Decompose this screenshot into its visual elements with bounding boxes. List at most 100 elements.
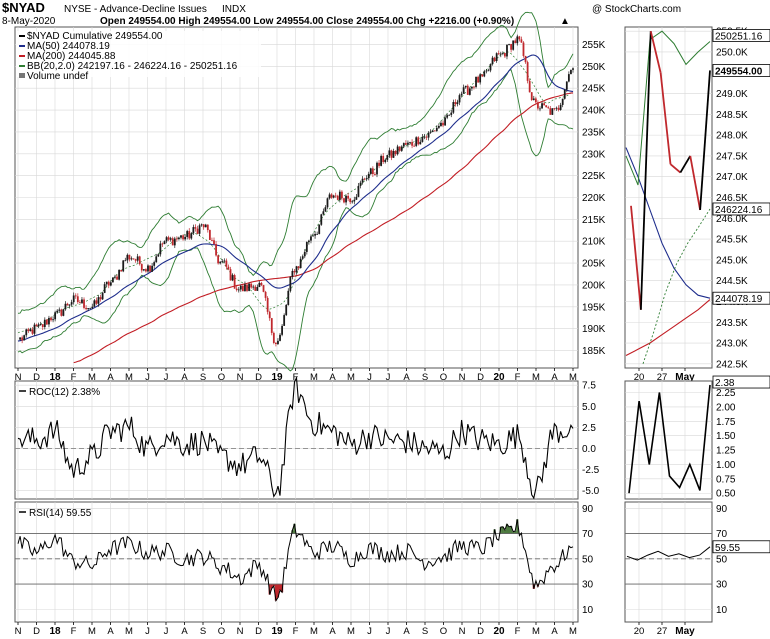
price-candle — [138, 256, 141, 265]
price-candle — [85, 307, 87, 310]
price-x-tick-label: N — [237, 372, 244, 383]
ma50-line — [17, 54, 574, 342]
flag-close: 249554.00 — [715, 66, 763, 77]
legend-ma50: MA(50) 244078.19 — [27, 41, 110, 52]
price-candle — [369, 168, 372, 174]
rsi-x-tick-label: M — [125, 626, 133, 637]
roc-y-tick-label: 0.0 — [582, 444, 596, 455]
price-candle — [390, 150, 393, 158]
price-candle — [140, 264, 143, 271]
price-candle — [543, 103, 546, 106]
price-candle — [371, 168, 374, 175]
price-candle — [157, 254, 160, 257]
price-candle — [318, 224, 321, 234]
rsi-x-tick-label: D — [255, 626, 262, 637]
price-candle — [124, 260, 127, 262]
watermark: @ StockCharts.com — [592, 4, 681, 15]
price-candle — [21, 337, 24, 341]
rsi-x-tick-label: J — [145, 626, 150, 637]
price-candle — [274, 342, 277, 344]
price-candle — [68, 304, 71, 306]
price-candle — [219, 261, 222, 264]
price-candle — [246, 284, 248, 291]
price-candle — [64, 303, 67, 310]
price-candle — [499, 53, 502, 55]
price-candle — [485, 70, 488, 72]
price-candle — [66, 303, 69, 306]
rsi-x-tick-label: 19 — [271, 626, 283, 637]
price-candle — [495, 53, 498, 62]
roc-frame — [14, 380, 579, 500]
rsi-x-tick-label: 20 — [493, 626, 505, 637]
price-candle — [357, 185, 360, 197]
price-candle — [25, 329, 28, 336]
rsi-x-tick-label: A — [329, 626, 336, 637]
price-candle — [559, 104, 562, 110]
price-candle — [359, 182, 362, 186]
rsi-x-tick-label: M — [310, 626, 318, 637]
price-candle — [427, 132, 430, 138]
roc-zoom-y-tick-label: 1.00 — [716, 460, 736, 471]
price-candle — [283, 315, 286, 326]
price-candle — [37, 324, 40, 327]
zoom-price-segment — [659, 72, 672, 165]
price-x-tick-label: N — [15, 372, 22, 383]
price-candle — [493, 57, 496, 62]
price-x-tick-label: 20 — [493, 372, 505, 383]
roc-zoom-y-tick-label: 1.50 — [716, 431, 736, 442]
price-candle — [235, 288, 238, 291]
price-candle — [266, 297, 269, 312]
price-candle — [184, 236, 187, 240]
price-candle — [270, 318, 273, 333]
legend-volume: Volume undef — [27, 71, 88, 82]
price-zoom-y-tick-label: 243.0K — [716, 339, 748, 350]
price-candle — [169, 238, 172, 240]
price-candle — [196, 228, 199, 234]
price-candle — [328, 194, 331, 199]
price-candle — [200, 224, 203, 226]
price-candle — [167, 237, 170, 240]
price-candle — [365, 178, 368, 180]
price-candle — [301, 256, 304, 259]
price-candle — [97, 297, 100, 304]
price-candle — [528, 80, 531, 93]
price-candle — [547, 107, 550, 109]
price-candle — [555, 107, 558, 109]
price-candle — [512, 40, 515, 50]
price-x-tick-label: 19 — [271, 372, 283, 383]
price-candle — [400, 146, 403, 151]
flag-roc: 2.38 — [715, 378, 735, 389]
price-candle — [227, 266, 230, 270]
price-candle — [175, 238, 178, 240]
price-candle — [541, 103, 543, 109]
price-candle — [570, 69, 572, 75]
price-zoom-y-tick-label: 248.0K — [716, 131, 748, 142]
price-y-tick-label: 240K — [582, 106, 606, 117]
bollinger-lower-line — [17, 69, 574, 372]
price-x-tick-label: M — [125, 372, 133, 383]
price-candle — [440, 122, 442, 126]
rsi-x-tick-label: A — [403, 626, 410, 637]
roc-zoom-y-tick-label: 1.25 — [716, 446, 736, 457]
price-x-tick-label: A — [403, 372, 410, 383]
rsi-x-tick-label: F — [515, 626, 521, 637]
price-candle — [180, 235, 182, 238]
price-x-tick-label: M — [347, 372, 355, 383]
price-candle — [501, 53, 504, 54]
chart-date: 8-May-2020 — [2, 16, 56, 27]
price-zoom-y-tick-label: 249.0K — [716, 89, 748, 100]
rsi-x-tick-label: A — [181, 626, 188, 637]
price-x-tick-label: J — [386, 372, 391, 383]
price-candle — [351, 201, 354, 203]
price-candle — [386, 155, 389, 160]
price-candle — [522, 42, 525, 56]
price-candle — [52, 319, 54, 321]
rsi-y-tick-label: 10 — [582, 605, 594, 616]
price-candle — [338, 191, 341, 200]
price-y-tick-label: 200K — [582, 280, 606, 291]
price-candle — [155, 256, 158, 263]
price-candle — [388, 150, 391, 156]
price-candle — [442, 122, 444, 126]
price-candle — [444, 117, 446, 126]
roc-zoom-y-tick-label: 2.00 — [716, 402, 736, 413]
